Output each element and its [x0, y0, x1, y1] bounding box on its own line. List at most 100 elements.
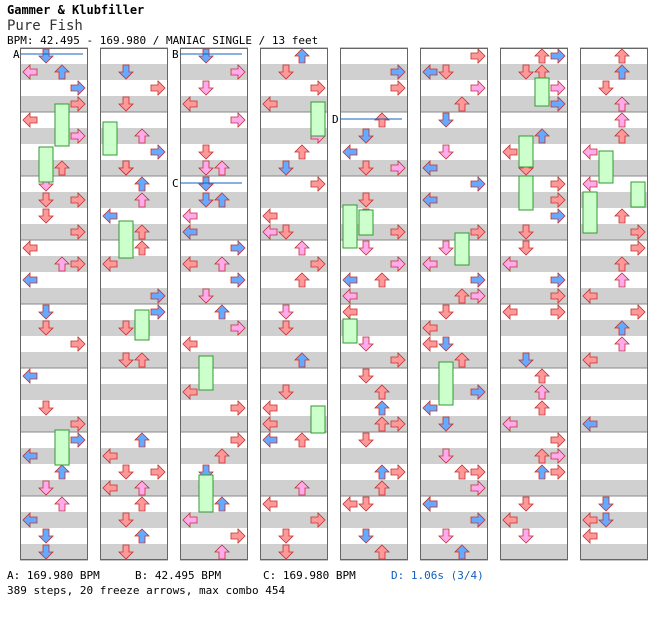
beat-stripe — [260, 480, 328, 496]
beat-stripe — [260, 544, 328, 560]
step-arrow — [598, 80, 614, 96]
beat-stripe — [180, 128, 248, 144]
step-arrow — [438, 240, 454, 256]
step-arrow — [582, 176, 598, 192]
beat-stripe — [260, 512, 328, 528]
step-arrow — [550, 432, 566, 448]
step-arrow — [182, 96, 198, 112]
column-border — [580, 48, 648, 560]
step-arrow — [294, 144, 310, 160]
column-border — [500, 48, 568, 560]
beat-stripe — [260, 192, 328, 208]
beat-stripe — [20, 128, 88, 144]
chart-column — [260, 47, 328, 561]
step-arrow — [374, 112, 390, 128]
freeze-arrow — [54, 429, 70, 466]
beat-stripe — [500, 320, 568, 336]
beat-stripe — [340, 160, 408, 176]
beat-stripe — [20, 96, 88, 112]
beat-stripe — [500, 64, 568, 80]
beat-stripe — [420, 416, 488, 432]
step-arrow — [630, 224, 646, 240]
step-arrow — [54, 256, 70, 272]
beat-stripe — [420, 256, 488, 272]
step-arrow — [630, 304, 646, 320]
beat-stripe — [20, 160, 88, 176]
beat-stripe — [100, 416, 168, 432]
beat-stripe — [580, 352, 648, 368]
legend-bpm-b: B: 42.495 BPM — [135, 569, 222, 582]
freeze-arrow — [582, 191, 598, 234]
freeze-arrow — [534, 77, 550, 107]
beat-stripe — [20, 288, 88, 304]
song-title: Pure Fish — [7, 18, 83, 34]
step-arrow — [470, 48, 486, 64]
step-arrow — [390, 352, 406, 368]
beat-stripe — [180, 416, 248, 432]
step-arrow — [582, 416, 598, 432]
step-arrow — [70, 128, 86, 144]
step-arrow — [534, 448, 550, 464]
freeze-arrow — [518, 175, 534, 211]
beat-stripe — [20, 544, 88, 560]
step-arrow — [614, 96, 630, 112]
step-arrow — [310, 512, 326, 528]
step-arrow — [230, 432, 246, 448]
step-arrow — [390, 160, 406, 176]
beat-stripe — [500, 160, 568, 176]
chart-summary: 389 steps, 20 freeze arrows, max combo 4… — [7, 584, 286, 597]
step-arrow — [518, 528, 534, 544]
step-arrow — [102, 208, 118, 224]
beat-stripe — [340, 192, 408, 208]
step-arrow — [630, 240, 646, 256]
step-arrow — [438, 416, 454, 432]
beat-stripe — [180, 448, 248, 464]
step-arrow — [358, 336, 374, 352]
freeze-arrow — [198, 474, 214, 513]
step-arrow — [134, 128, 150, 144]
step-arrow — [518, 224, 534, 240]
step-arrow — [198, 176, 214, 192]
step-arrow — [22, 240, 38, 256]
step-arrow — [182, 512, 198, 528]
step-arrow — [470, 80, 486, 96]
step-arrow — [550, 80, 566, 96]
step-arrow — [230, 400, 246, 416]
beat-stripe — [500, 288, 568, 304]
step-arrow — [230, 64, 246, 80]
beat-stripe — [420, 288, 488, 304]
step-arrow — [150, 288, 166, 304]
step-arrow — [422, 400, 438, 416]
step-arrow — [262, 224, 278, 240]
step-arrow — [550, 208, 566, 224]
step-arrow — [614, 112, 630, 128]
step-arrow — [534, 128, 550, 144]
step-arrow — [278, 160, 294, 176]
beat-stripe — [260, 160, 328, 176]
step-arrow — [390, 464, 406, 480]
beat-stripe — [420, 96, 488, 112]
step-arrow — [118, 160, 134, 176]
step-arrow — [550, 464, 566, 480]
step-arrow — [278, 64, 294, 80]
step-arrow — [502, 304, 518, 320]
step-arrow — [374, 544, 390, 560]
step-arrow — [198, 144, 214, 160]
step-arrow — [438, 304, 454, 320]
step-arrow — [150, 144, 166, 160]
step-arrow — [262, 416, 278, 432]
step-arrow — [438, 112, 454, 128]
beat-stripe — [180, 480, 248, 496]
step-arrow — [470, 512, 486, 528]
step-arrow — [470, 480, 486, 496]
step-arrow — [134, 496, 150, 512]
step-arrow — [454, 96, 470, 112]
beat-stripe — [500, 96, 568, 112]
beat-stripe — [420, 192, 488, 208]
step-arrow — [614, 128, 630, 144]
step-arrow — [230, 320, 246, 336]
beat-stripe — [100, 256, 168, 272]
beat-stripe — [420, 224, 488, 240]
step-arrow — [182, 336, 198, 352]
step-arrow — [198, 48, 214, 64]
